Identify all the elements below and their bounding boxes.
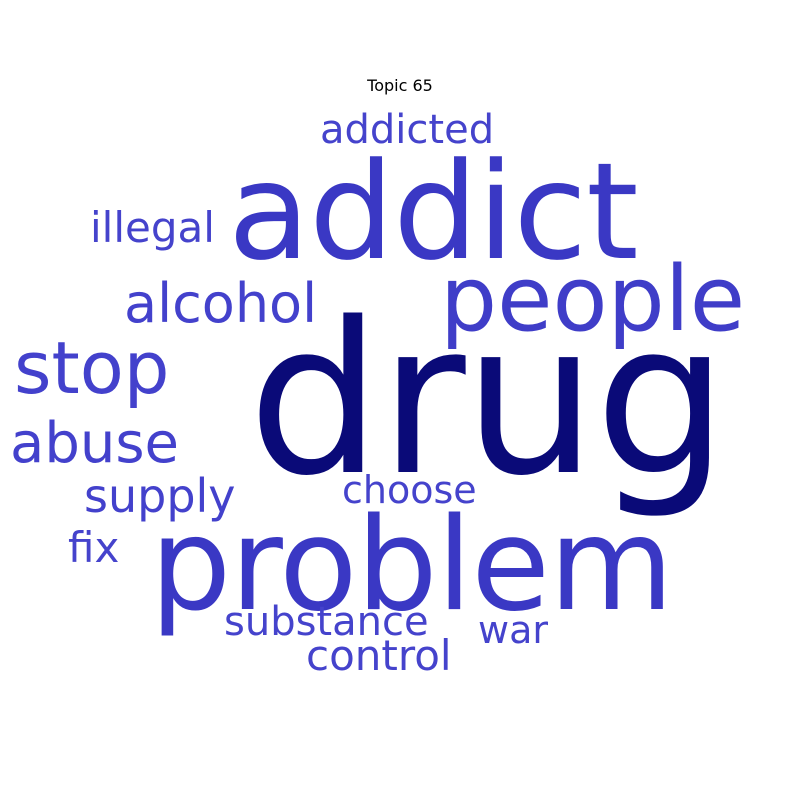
word-fix: fix xyxy=(68,523,120,572)
word-abuse: abuse xyxy=(10,411,179,476)
word-control: control xyxy=(306,631,452,680)
word-choose: choose xyxy=(342,468,477,512)
word-addict: addict xyxy=(228,134,639,290)
word-illegal: illegal xyxy=(90,203,215,252)
word-people: people xyxy=(440,247,746,352)
word-alcohol: alcohol xyxy=(124,272,318,335)
word-war: war xyxy=(478,608,548,652)
word-addicted: addicted xyxy=(320,107,495,153)
word-problem: problem xyxy=(150,491,674,640)
word-drug: drug xyxy=(248,277,728,522)
word-substance: substance xyxy=(224,599,429,645)
word-stop: stop xyxy=(14,326,170,410)
cloud-title: Topic 65 xyxy=(367,76,433,95)
word-supply: supply xyxy=(84,469,236,523)
